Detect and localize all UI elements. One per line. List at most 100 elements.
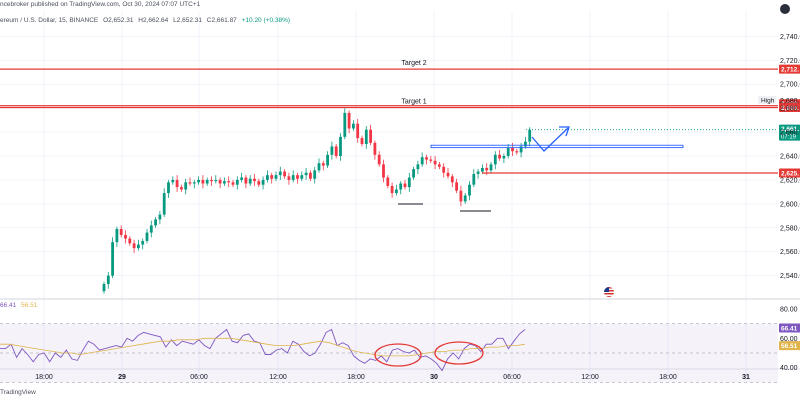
- high-marker-label: High: [761, 97, 775, 104]
- price-tag: [779, 64, 800, 74]
- candle-body: [171, 179, 175, 183]
- rsi-legend: 66.41 56.51: [0, 302, 37, 309]
- candle: [231, 179, 235, 188]
- candle: [149, 220, 153, 238]
- candle-body: [124, 234, 127, 239]
- candle: [313, 166, 317, 184]
- candle: [455, 178, 458, 194]
- high-marker-bg: [758, 95, 776, 104]
- price-tick-label: 2,540.00: [780, 273, 800, 280]
- drawings: [398, 126, 684, 212]
- candle: [502, 153, 506, 164]
- candle-body: [468, 184, 471, 196]
- candle: [188, 177, 192, 186]
- candle: [326, 151, 329, 168]
- rsi-legend-value: 66.41: [0, 302, 17, 309]
- rsi-value-text: 56.51: [781, 343, 798, 350]
- candle-body: [137, 244, 140, 249]
- high-value: H2,662.64: [138, 17, 169, 24]
- symbol-ohlc: ereum / U.S. Dollar, 15, BINANCE O2,652.…: [0, 17, 290, 24]
- candle-body: [106, 275, 110, 285]
- candle: [248, 175, 252, 186]
- candle-body: [244, 177, 248, 184]
- candle-body: [158, 214, 162, 220]
- candle-body: [270, 175, 274, 179]
- fullscreen-icon[interactable]: [780, 4, 790, 14]
- price-tag-text: 2,680.: [781, 105, 799, 112]
- candle: [352, 120, 355, 131]
- candle: [489, 161, 493, 173]
- rsi-line: [0, 328, 526, 372]
- rsi-legend-ma: 56.51: [21, 302, 38, 309]
- candle: [287, 172, 291, 185]
- candle-body: [266, 175, 269, 180]
- candle-body: [248, 178, 252, 184]
- candle-body: [450, 176, 454, 183]
- candle-body: [309, 172, 312, 179]
- price-tag-text: 2,712.: [781, 66, 799, 73]
- candle: [356, 118, 360, 143]
- candle-body: [420, 157, 424, 165]
- candle-body: [283, 171, 286, 177]
- candle-body: [205, 179, 209, 184]
- candle-body: [463, 195, 467, 202]
- candle: [106, 272, 110, 289]
- candle: [425, 154, 428, 165]
- candle-body: [446, 172, 450, 177]
- candle-body: [403, 183, 407, 188]
- time-tick-label: 31: [742, 374, 750, 381]
- candle-body: [476, 171, 480, 174]
- price-tick-label: 2,600.00: [780, 201, 800, 208]
- candle: [137, 239, 140, 251]
- candle-body: [356, 123, 360, 139]
- rsi-ma-line: [0, 337, 526, 357]
- us-flag-icon[interactable]: [604, 287, 614, 297]
- candle: [386, 175, 390, 189]
- candle: [158, 211, 162, 225]
- candle-body: [407, 177, 411, 188]
- rsi-value-tag: [779, 323, 800, 333]
- current-price-text: 2,661.: [781, 126, 799, 133]
- candle-body: [511, 147, 514, 152]
- candles: [102, 108, 532, 294]
- time-tick-label: 29: [118, 374, 126, 381]
- candle-body: [287, 176, 291, 180]
- candle: [524, 136, 527, 149]
- rsi-value-text: 66.41: [781, 325, 798, 332]
- candle: [498, 150, 501, 161]
- candle: [433, 156, 437, 170]
- candle: [244, 175, 248, 189]
- candle: [227, 176, 231, 188]
- candle-body: [111, 242, 114, 276]
- candle: [493, 151, 497, 170]
- candle-body: [433, 160, 437, 165]
- candle-body: [192, 182, 196, 184]
- candle: [382, 159, 385, 183]
- high-marker-price: 2,680.: [780, 98, 800, 105]
- candle-body: [321, 163, 325, 166]
- candle: [201, 175, 205, 189]
- candle: [369, 124, 372, 146]
- candle-body: [386, 177, 390, 186]
- rsi-pane: 40.00 60.00 80.00 66.41 56.51: [0, 306, 800, 383]
- candle: [141, 238, 145, 250]
- candle: [459, 185, 463, 207]
- candle: [218, 177, 222, 189]
- candle: [515, 148, 519, 155]
- price-tick-label: 2,660.00: [780, 130, 800, 137]
- candle-body: [412, 169, 415, 178]
- candle: [205, 177, 209, 186]
- candle: [330, 141, 334, 160]
- candle-body: [223, 181, 226, 184]
- candle-body: [429, 159, 433, 161]
- candle: [128, 236, 132, 246]
- candle-body: [343, 112, 347, 137]
- pane-divider: [0, 298, 800, 370]
- price-tick-label: 2,700.00: [780, 82, 800, 89]
- candle-body: [489, 164, 493, 171]
- candle-body: [201, 179, 205, 184]
- candle-body: [360, 138, 364, 145]
- candle: [390, 182, 394, 198]
- candle: [373, 140, 377, 160]
